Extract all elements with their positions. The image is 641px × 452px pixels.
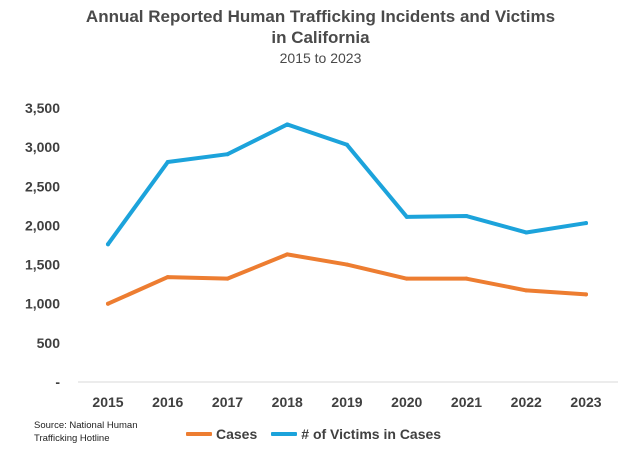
data-point-victims [285,122,290,127]
legend-item-cases: Cases [186,426,257,442]
data-point-cases [524,288,529,293]
y-tick-label: 2,000 [25,217,60,233]
y-tick-label: 2,500 [25,178,60,194]
data-point-victims [464,214,469,219]
y-tick-label: 3,000 [25,139,60,155]
x-tick-label: 2019 [331,394,362,410]
chart-title-line-2: in California [271,28,370,47]
chart-title-line-1: Annual Reported Human Trafficking Incide… [85,7,556,26]
legend-swatch-cases [186,432,212,436]
data-point-cases [464,276,469,281]
legend-label-cases: Cases [216,426,258,442]
data-point-victims [106,242,110,247]
y-tick-label: 1,000 [25,296,60,312]
series-line-cases [106,252,588,306]
data-point-cases [584,292,588,297]
data-point-victims [524,230,529,235]
data-point-cases [404,276,409,281]
y-tick-label: 3,500 [25,100,60,116]
source-note: Source: National Human Trafficking Hotli… [34,419,164,445]
chart-title: Annual Reported Human Trafficking Incide… [0,6,641,48]
x-tick-label: 2015 [92,394,123,410]
data-point-cases [345,262,349,267]
chart-subtitle: 2015 to 2023 [279,50,362,66]
data-point-cases [225,276,230,281]
series-line-victims [106,122,588,247]
x-tick-label: 2017 [212,394,243,410]
data-point-victims [345,142,349,147]
x-tick-label: 2020 [391,394,422,410]
data-point-victims [225,152,230,157]
x-tick-label: 2016 [152,394,183,410]
x-tick-label: 2018 [272,394,303,410]
source-note-line-1: Source: National Human [34,420,138,431]
source-note-line-2: Trafficking Hotline [34,433,110,444]
legend-swatch-victims [271,432,298,436]
y-tick-label: 500 [37,335,61,351]
legend: Cases # of Victims in Cases [186,425,441,443]
data-point-cases [165,275,170,280]
data-point-victims [404,214,409,219]
x-tick-label: 2021 [451,394,482,410]
legend-label-victims: # of Victims in Cases [301,426,442,442]
data-point-cases [285,252,290,257]
legend-item-victims: # of Victims in Cases [271,426,441,442]
y-tick-label: 1,500 [25,257,60,273]
x-tick-label: 2023 [570,394,601,410]
x-tick-label: 2022 [511,394,542,410]
y-tick-label: - [55,374,60,390]
data-point-cases [106,301,110,306]
data-point-victims [165,160,170,165]
data-point-victims [584,221,588,226]
